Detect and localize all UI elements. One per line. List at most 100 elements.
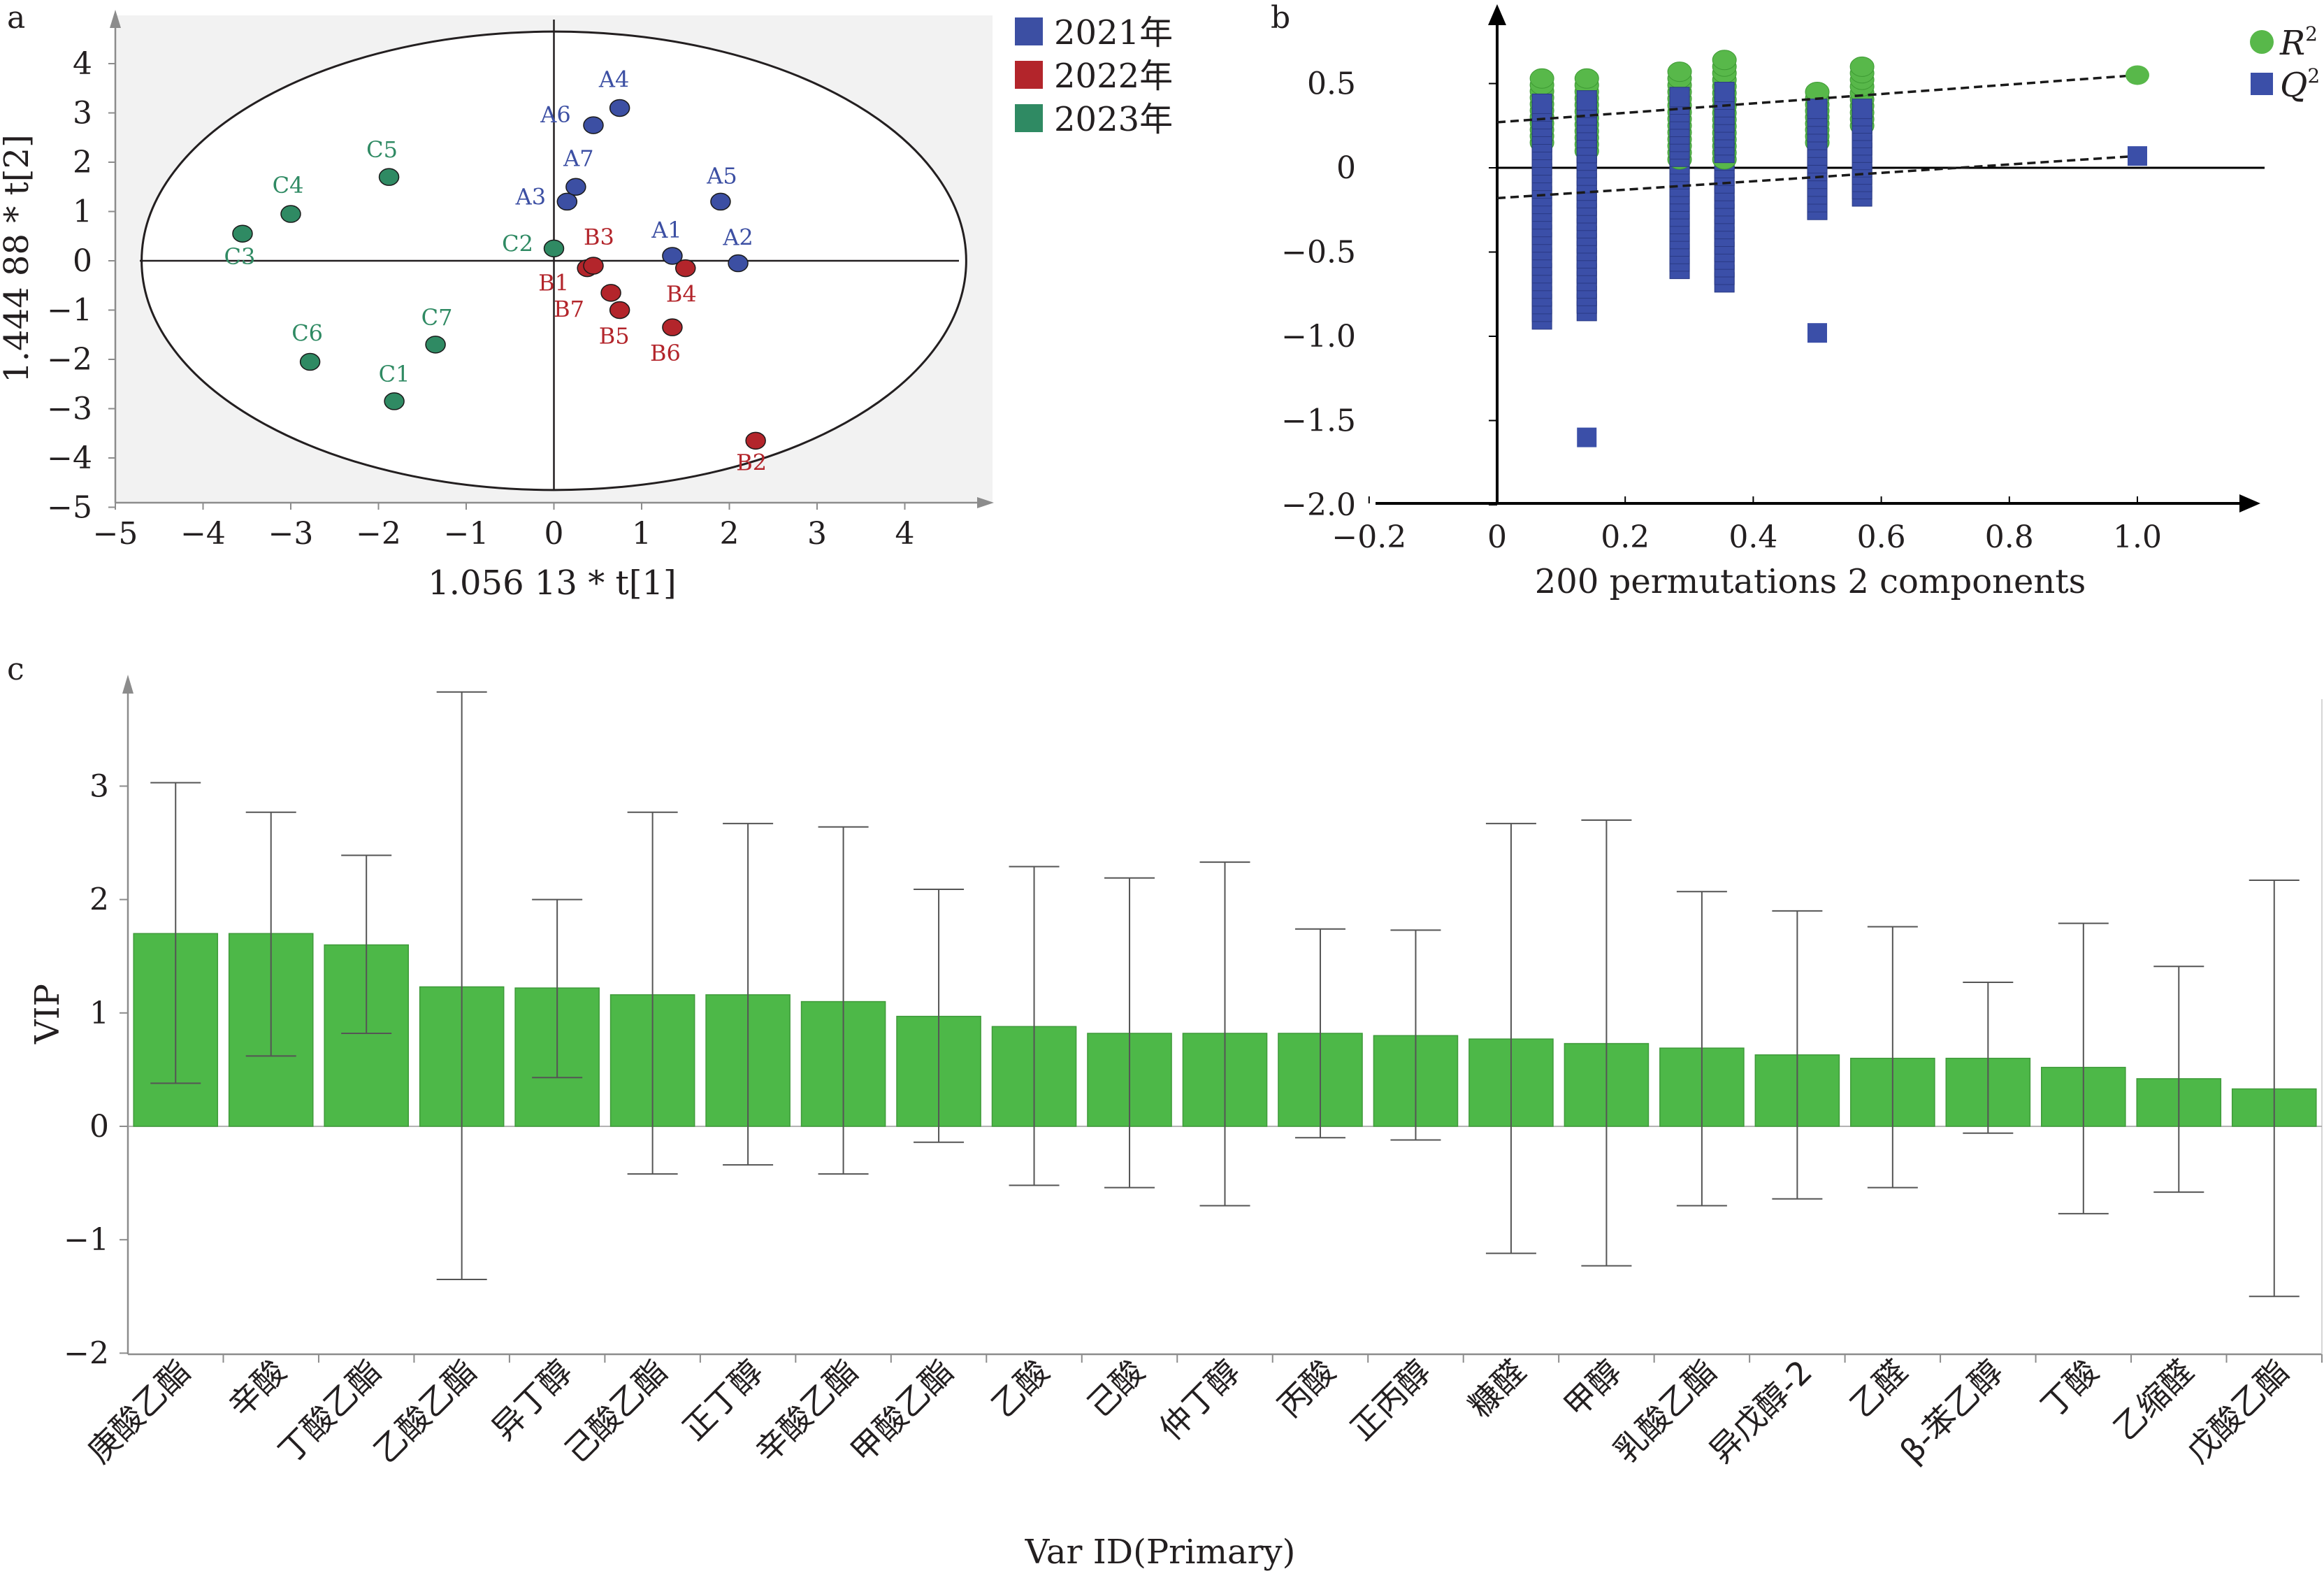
score-point-a3 bbox=[556, 192, 578, 211]
panel-c-y-axis-title: VIP bbox=[28, 984, 67, 1045]
score-label-c3: C3 bbox=[224, 243, 256, 270]
legend-label-r2: R2 bbox=[2279, 22, 2318, 63]
r2-original-point bbox=[2125, 65, 2149, 85]
x-tick-label: −2 bbox=[356, 516, 401, 552]
x-tick-label: 0 bbox=[1487, 519, 1507, 555]
score-label-c1: C1 bbox=[379, 361, 410, 387]
q2-permutation-point bbox=[1714, 82, 1735, 103]
r2-regression-line bbox=[1496, 73, 2138, 124]
r2-permutation-point bbox=[1849, 56, 1875, 77]
x-tick-label: 1.0 bbox=[2113, 519, 2162, 555]
score-point-a6 bbox=[583, 116, 604, 134]
score-label-a4: A4 bbox=[598, 66, 629, 92]
x-tick-label: −4 bbox=[180, 516, 226, 552]
r2-permutation-point bbox=[1712, 50, 1737, 71]
y-tick-label: 3 bbox=[89, 768, 109, 804]
score-label-b2: B2 bbox=[736, 449, 767, 475]
y-tick-label: −2 bbox=[64, 1335, 109, 1371]
panel-b-letter: b bbox=[1271, 0, 1290, 36]
x-tick-label: 0.2 bbox=[1601, 519, 1650, 555]
y-tick-label: 1 bbox=[89, 996, 109, 1031]
y-tick-label: 2 bbox=[73, 145, 92, 180]
y-tick-label: 0.5 bbox=[1307, 66, 1356, 102]
q2-permutation-point bbox=[1576, 90, 1597, 111]
category-label: β-苯乙醇 bbox=[1893, 1353, 2010, 1470]
x-tick-label: 0.6 bbox=[1857, 519, 1906, 555]
category-label: 异戊醇-2 bbox=[1702, 1353, 1819, 1470]
category-label: 丁酸 bbox=[2033, 1353, 2105, 1425]
category-label: 糠醛 bbox=[1461, 1353, 1533, 1425]
score-label-a6: A6 bbox=[540, 101, 570, 128]
legend-swatch-2022 bbox=[1015, 61, 1043, 89]
legend-label-2022: 2022年 bbox=[1054, 57, 1173, 96]
legend-marker-q2 bbox=[2251, 73, 2273, 95]
score-point-c5 bbox=[378, 168, 400, 186]
r2-permutation-point bbox=[1574, 68, 1599, 89]
y-tick-label: −5 bbox=[47, 490, 92, 526]
category-label: 己酸 bbox=[1080, 1353, 1152, 1425]
category-label: 戊酸乙酯 bbox=[2179, 1353, 2296, 1470]
category-label: 乙醛 bbox=[1842, 1353, 1914, 1425]
score-point-a2 bbox=[728, 254, 749, 273]
y-tick-label: 3 bbox=[73, 96, 92, 131]
score-label-b6: B6 bbox=[650, 340, 681, 366]
q2-permutation-point bbox=[1669, 87, 1690, 108]
x-tick-label: 4 bbox=[895, 516, 915, 552]
y-axis-arrowhead bbox=[1488, 4, 1506, 25]
score-point-a5 bbox=[710, 192, 731, 211]
score-label-c6: C6 bbox=[291, 320, 323, 347]
panel-a-x-axis-title: 1.056 13 * t[1] bbox=[428, 564, 677, 603]
y-tick-label: 0 bbox=[89, 1109, 109, 1145]
score-label-c4: C4 bbox=[273, 172, 304, 199]
category-label: 辛酸 bbox=[221, 1353, 293, 1425]
q2-permutation-point bbox=[1852, 99, 1872, 120]
y-tick-label: −1.0 bbox=[1281, 319, 1356, 354]
y-axis-arrowhead bbox=[110, 10, 121, 28]
category-label: 辛酸乙酯 bbox=[748, 1353, 865, 1470]
panel-a-score-plot: a −5 −4 −3 −2 −1 0 1 2 3 4 4 3 2 1 0 −1 −2 −3 −4 −5 A1 A2 A3 A… bbox=[0, 0, 1173, 603]
r2-permutation-point bbox=[1529, 68, 1554, 89]
score-point-b3 bbox=[583, 257, 604, 275]
q2-permutation-point bbox=[1807, 99, 1828, 120]
score-point-c7 bbox=[425, 336, 446, 354]
score-label-a5: A5 bbox=[706, 162, 737, 189]
score-point-c3 bbox=[232, 224, 253, 243]
legend-label-2021: 2021年 bbox=[1054, 13, 1173, 52]
score-point-c2 bbox=[543, 239, 565, 258]
category-label: 甲醇 bbox=[1557, 1353, 1629, 1425]
y-axis-arrowhead bbox=[122, 675, 133, 694]
y-tick-label: −2.0 bbox=[1281, 487, 1356, 523]
panel-b-x-axis-title: 200 permutations 2 components bbox=[1535, 562, 2086, 601]
panel-c-letter: c bbox=[7, 652, 24, 687]
y-tick-label: 1 bbox=[73, 194, 92, 230]
legend-label-2023: 2023年 bbox=[1054, 100, 1173, 139]
q2-permutation-point bbox=[1531, 93, 1552, 114]
score-point-b2 bbox=[745, 431, 766, 450]
q2-outlier-point bbox=[1807, 323, 1827, 343]
y-tick-label: 2 bbox=[89, 882, 109, 918]
x-tick-label: 2 bbox=[720, 516, 739, 552]
y-tick-label: −1 bbox=[47, 293, 92, 329]
category-label: 己酸乙酯 bbox=[557, 1353, 674, 1470]
score-point-a1 bbox=[662, 247, 683, 265]
score-point-b4 bbox=[675, 259, 696, 278]
y-tick-label: 4 bbox=[73, 46, 92, 82]
category-label: 乙酸乙酯 bbox=[366, 1353, 484, 1470]
x-tick-label: 0 bbox=[544, 516, 564, 552]
q2-original-point bbox=[2128, 146, 2147, 166]
category-label: 仲丁醇 bbox=[1153, 1353, 1248, 1448]
score-point-a7 bbox=[565, 178, 586, 196]
score-label-b4: B4 bbox=[666, 281, 697, 308]
category-label: 丙酸 bbox=[1271, 1353, 1343, 1425]
x-tick-label: 0.8 bbox=[1985, 519, 2034, 555]
score-label-a2: A2 bbox=[722, 224, 753, 251]
score-label-b1: B1 bbox=[538, 270, 569, 296]
score-label-c5: C5 bbox=[366, 136, 398, 163]
category-label: 异丁醇 bbox=[484, 1353, 579, 1448]
y-tick-label: −4 bbox=[47, 440, 92, 476]
x-axis-arrowhead bbox=[2239, 494, 2260, 512]
score-label-b7: B7 bbox=[554, 296, 584, 322]
legend-label-q2: Q2 bbox=[2280, 64, 2320, 105]
